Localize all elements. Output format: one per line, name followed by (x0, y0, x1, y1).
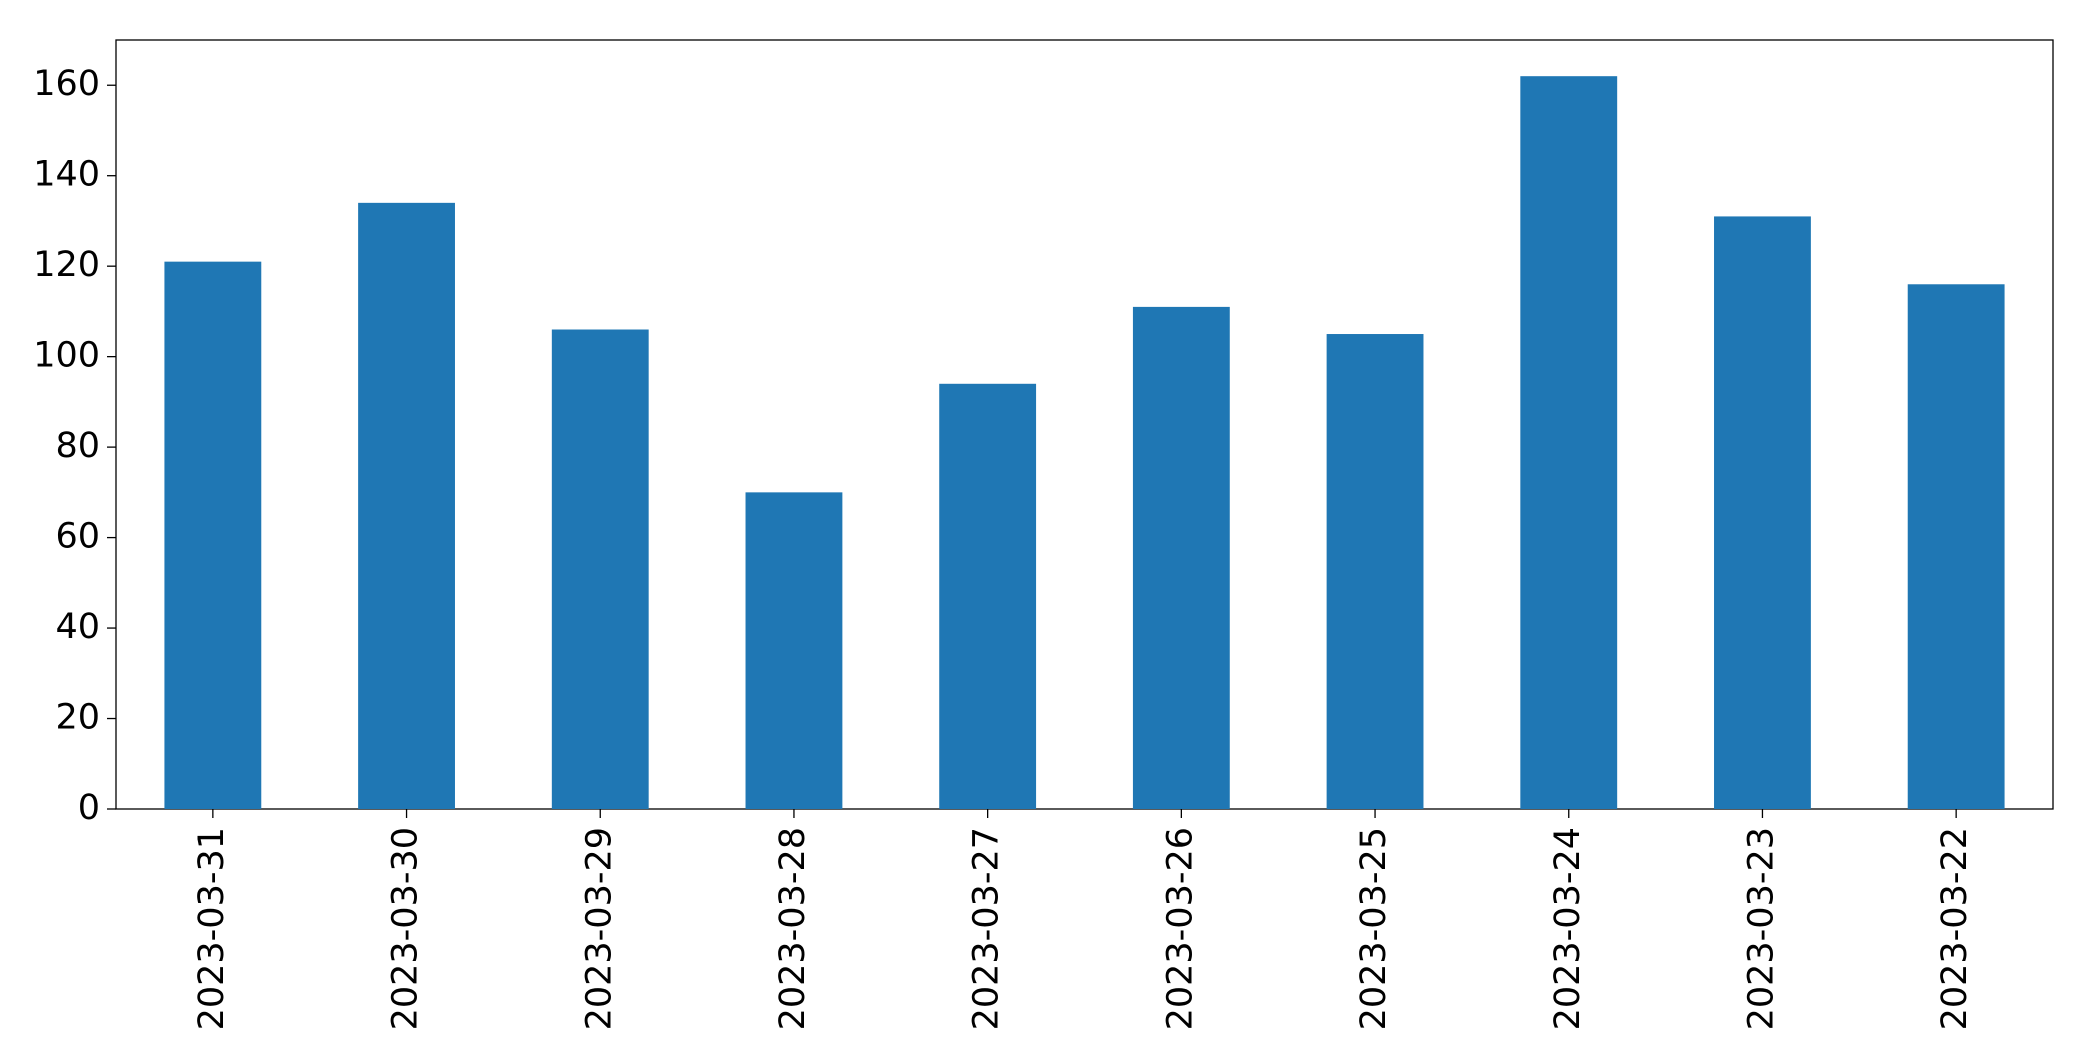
y-tick-label: 60 (55, 517, 100, 557)
x-tick-label: 2023-03-26 (1160, 827, 1200, 1030)
bar (1520, 76, 1618, 809)
x-tick-label: 2023-03-31 (192, 827, 232, 1030)
x-tick-label: 2023-03-23 (1741, 827, 1781, 1030)
axes-frame (115, 39, 2054, 810)
x-tick-label: 2023-03-22 (1935, 827, 1975, 1030)
x-tick-label: 2023-03-27 (967, 827, 1007, 1030)
bar (164, 261, 262, 809)
y-tick-label: 120 (33, 245, 100, 285)
y-tick-label: 80 (55, 426, 100, 466)
x-tick-label: 2023-03-28 (773, 827, 813, 1030)
bar (551, 329, 649, 809)
y-tick-label: 100 (33, 336, 100, 376)
y-tick-label: 160 (33, 64, 100, 104)
bar (1714, 216, 1811, 809)
bar (745, 492, 843, 809)
bar (939, 383, 1037, 809)
bar (1907, 284, 2005, 809)
x-tick-label: 2023-03-29 (579, 827, 619, 1030)
x-tick-label: 2023-03-24 (1548, 827, 1588, 1030)
x-tick-label: 2023-03-25 (1354, 827, 1394, 1030)
bar (1132, 306, 1230, 809)
x-tick-label: 2023-03-30 (386, 827, 426, 1030)
y-tick-label: 20 (55, 698, 100, 738)
bar (1326, 334, 1424, 809)
bar (358, 202, 455, 810)
y-tick-label: 140 (33, 155, 100, 195)
y-tick-label: 40 (55, 607, 100, 647)
y-tick-label: 0 (78, 788, 100, 828)
